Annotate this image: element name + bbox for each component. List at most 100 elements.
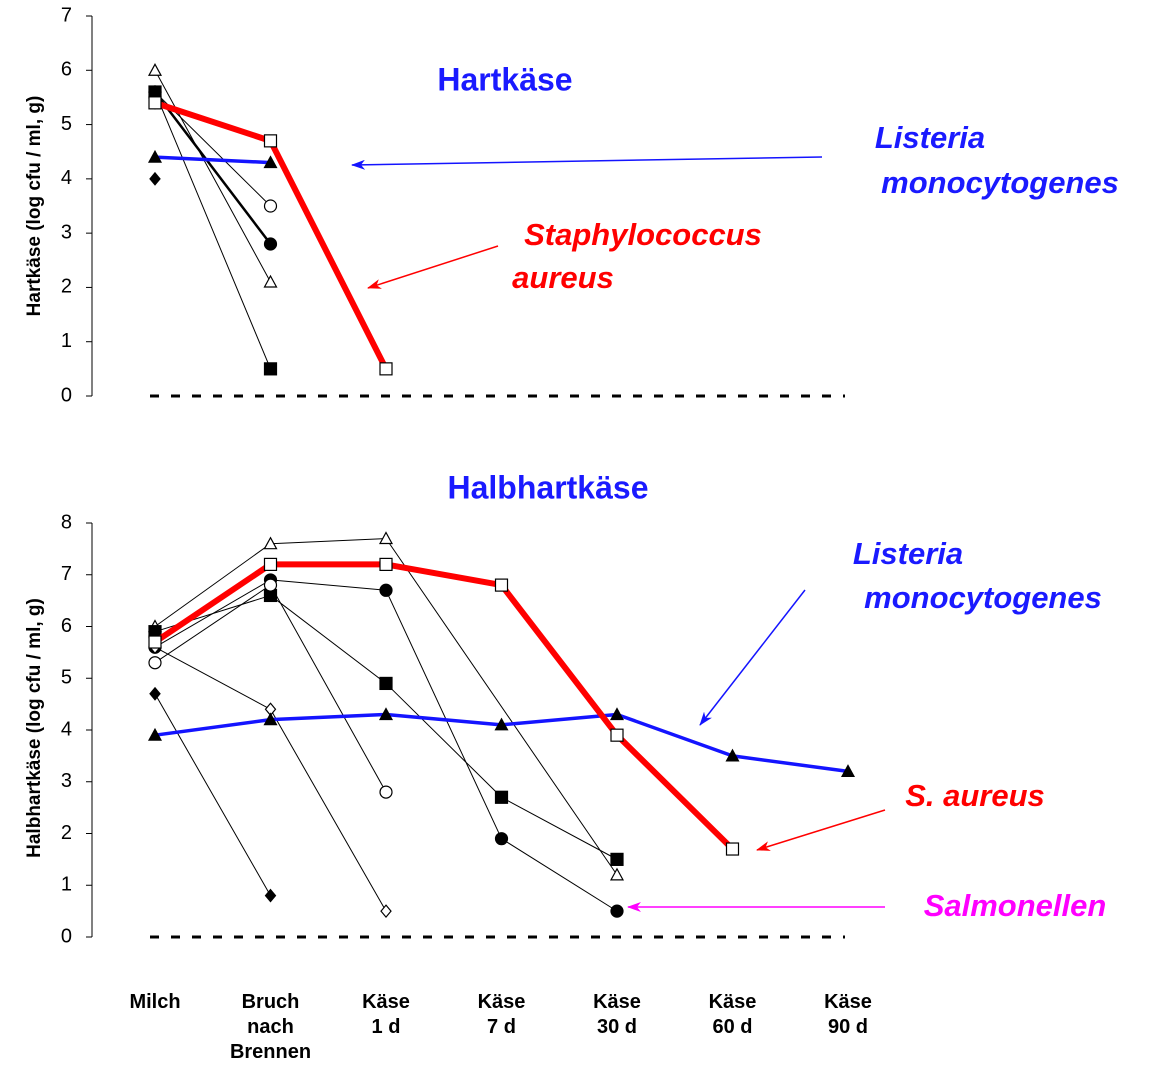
x-tick-label: Käse 60 d — [708, 991, 757, 1038]
y-tick-label: 5 — [61, 667, 72, 689]
series-segment — [153, 90, 272, 246]
marker — [609, 867, 625, 881]
y-tick-label: 2 — [61, 822, 72, 844]
series-segment — [270, 579, 387, 591]
series-segment — [385, 682, 502, 798]
y-tick-label: 5 — [61, 113, 72, 135]
marker — [147, 63, 163, 76]
marker — [263, 362, 278, 376]
series-segment — [615, 712, 735, 758]
marker — [263, 155, 278, 169]
series-segment — [384, 712, 504, 727]
marker — [725, 842, 740, 856]
y-tick-label: 0 — [61, 384, 72, 406]
y-axis-label: Hartkäse (log cfu / ml, g) — [24, 96, 45, 317]
series-segment — [499, 712, 619, 727]
marker — [379, 362, 393, 376]
marker — [494, 790, 509, 804]
marker — [148, 635, 162, 649]
series-segment — [268, 712, 388, 722]
y-tick-label: 1 — [61, 330, 72, 352]
x-tick-label: Käse 7 d — [477, 991, 526, 1038]
x-tick-label: Milch — [129, 991, 181, 1013]
y-tick-label: 4 — [61, 718, 72, 740]
series-segment — [498, 582, 620, 739]
marker — [263, 199, 278, 213]
x-tick-label: Bruch nach Brennen — [229, 991, 312, 1063]
arrow — [699, 589, 806, 726]
marker — [263, 134, 278, 148]
marker — [379, 785, 393, 799]
marker — [148, 656, 162, 670]
marker — [263, 712, 278, 726]
series-segment — [270, 584, 387, 793]
x-tick-label: Käse 1 d — [362, 991, 410, 1038]
x-tick-label: Käse 30 d — [593, 991, 641, 1038]
chart-title: Hartkäse — [437, 61, 572, 97]
marker — [263, 237, 278, 251]
marker — [263, 557, 278, 572]
y-tick-label: 7 — [61, 563, 72, 585]
series-segment — [270, 538, 387, 545]
marker — [840, 764, 856, 777]
marker — [725, 748, 740, 762]
y-tick-label: 2 — [61, 276, 72, 298]
y-axis-label: Halbhartkäse (log cfu / ml, g) — [24, 598, 45, 858]
marker — [610, 904, 624, 918]
marker — [263, 578, 278, 592]
series-segment — [154, 646, 271, 710]
series-segment — [385, 589, 502, 840]
series-segment — [383, 561, 505, 589]
series-segment — [154, 91, 271, 370]
marker — [263, 536, 278, 550]
series-segment — [154, 693, 271, 897]
series-segment — [154, 584, 271, 664]
arrow — [351, 156, 823, 170]
series-segment — [270, 594, 387, 684]
marker — [610, 728, 624, 742]
chart-title: Halbhartkäse — [448, 469, 649, 505]
annotation: monocytogenes — [881, 165, 1119, 200]
annotation: Salmonellen — [924, 888, 1107, 923]
series-segment — [153, 717, 273, 737]
annotation: aureus — [512, 260, 614, 295]
annotation: S. aureus — [905, 778, 1045, 813]
series-segment — [385, 538, 618, 876]
marker — [149, 686, 161, 701]
marker — [494, 832, 509, 846]
marker — [149, 171, 161, 186]
marker — [264, 888, 277, 903]
marker — [494, 717, 509, 731]
marker — [380, 904, 392, 919]
marker — [378, 531, 394, 545]
marker — [379, 557, 393, 572]
marker — [609, 707, 625, 721]
annotation: Staphylococcus — [524, 217, 762, 252]
y-tick-label: 8 — [61, 511, 72, 533]
marker — [494, 578, 509, 592]
series-segment — [267, 137, 389, 372]
arrow — [756, 809, 886, 851]
y-tick-label: 6 — [61, 59, 72, 81]
series-segment — [152, 99, 274, 144]
series-segment — [270, 708, 387, 912]
series-segment — [614, 732, 736, 853]
marker — [378, 707, 394, 721]
x-tick-label: Käse 90 d — [824, 991, 872, 1038]
marker — [610, 852, 624, 866]
y-tick-label: 1 — [61, 874, 72, 896]
marker — [263, 274, 278, 288]
marker — [379, 676, 393, 691]
series-segment — [153, 155, 273, 165]
series-segment — [501, 796, 618, 860]
series-segment — [152, 561, 274, 646]
y-tick-label: 0 — [61, 925, 72, 947]
y-tick-label: 4 — [61, 167, 72, 189]
series-segment — [501, 838, 618, 912]
series-segment — [730, 754, 850, 774]
y-tick-label: 3 — [61, 221, 72, 243]
y-tick-label: 6 — [61, 615, 72, 637]
marker — [379, 583, 393, 597]
series-segment — [154, 543, 271, 627]
